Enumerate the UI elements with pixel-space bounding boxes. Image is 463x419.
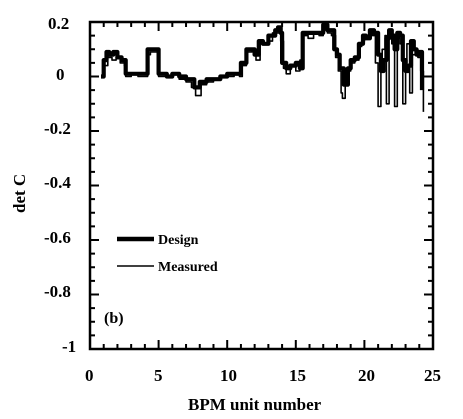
y-tick-label: -0.6 xyxy=(44,228,71,247)
axis-ticks xyxy=(89,21,434,350)
legend-label-measured: Measured xyxy=(158,260,218,275)
panel-label: (b) xyxy=(104,310,124,327)
x-axis-title: BPM unit number xyxy=(188,395,322,414)
y-axis-title: det C xyxy=(10,174,29,213)
y-tick-label: 0.2 xyxy=(48,14,69,33)
x-tick-label: 20 xyxy=(358,366,375,385)
y-tick-label: 0 xyxy=(56,65,65,84)
y-tick-label: -0.2 xyxy=(44,119,71,138)
legend: Design Measured xyxy=(117,233,218,275)
series-line-design xyxy=(101,22,425,91)
x-tick-label: 15 xyxy=(289,366,306,385)
series-line-measured xyxy=(101,26,425,112)
x-tick-label: 25 xyxy=(424,366,441,385)
y-tick-label: -1 xyxy=(62,337,76,356)
legend-label-design: Design xyxy=(158,233,199,248)
y-tick-label: -0.8 xyxy=(44,282,71,301)
x-tick-label: 10 xyxy=(220,366,237,385)
x-tick-label: 5 xyxy=(154,366,163,385)
x-tick-label: 0 xyxy=(85,366,94,385)
series-layer xyxy=(101,22,425,112)
y-tick-label: -0.4 xyxy=(44,173,71,192)
